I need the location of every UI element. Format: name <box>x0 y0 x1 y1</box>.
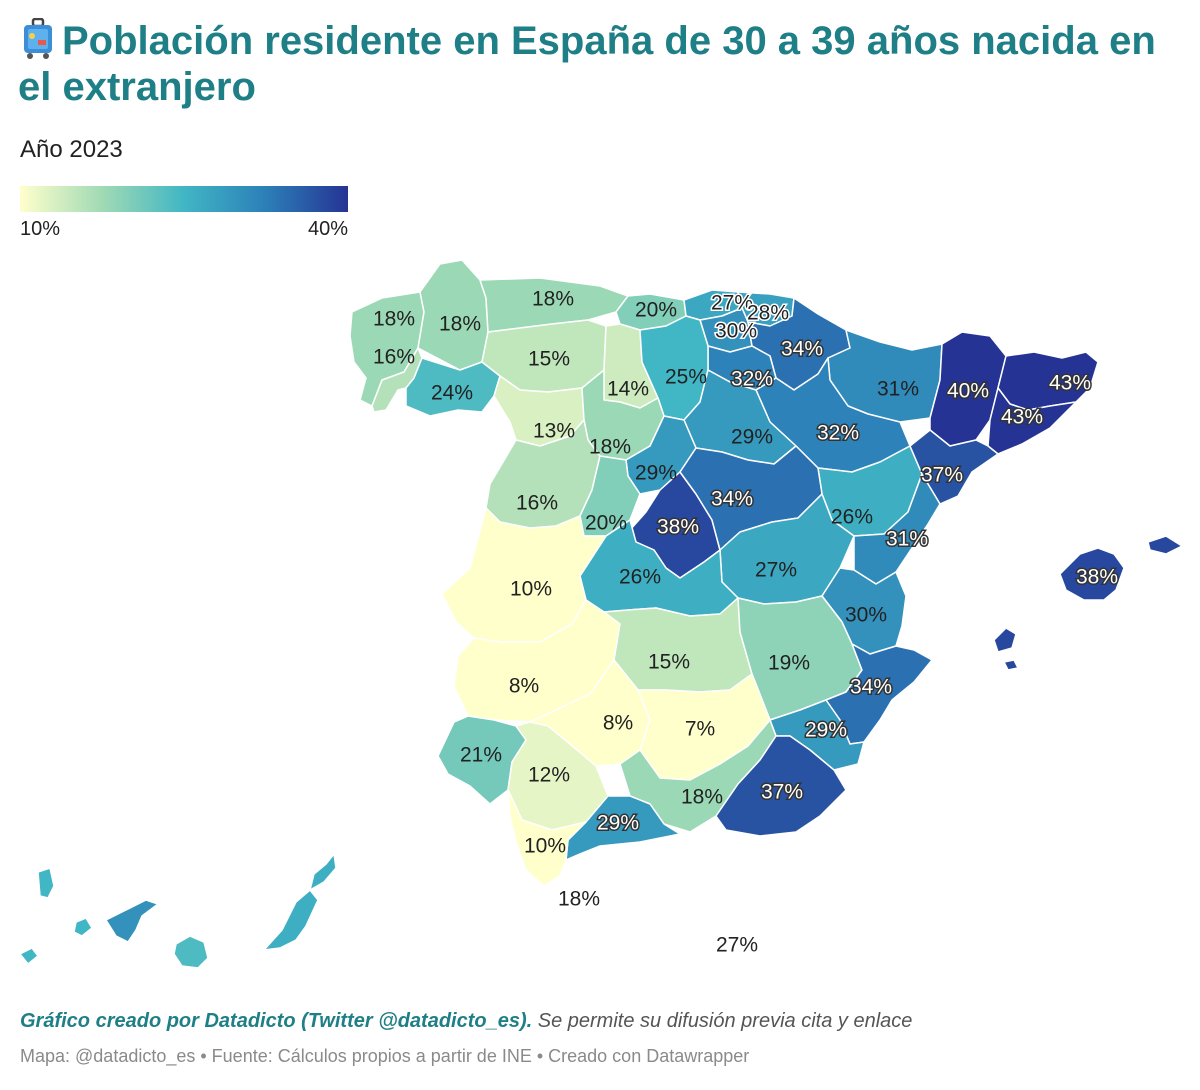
region-canarias-hierro[interactable] <box>19 947 39 965</box>
region-baleares[interactable] <box>1059 547 1125 601</box>
label-avila: 20% <box>585 512 627 535</box>
label-badajoz: 8% <box>509 675 539 698</box>
footer-credit: Gráfico creado por Datadicto (Twitter @d… <box>20 1010 912 1033</box>
region-cadiz[interactable] <box>507 789 587 887</box>
label-araba: 30% <box>715 320 757 343</box>
label-segovia: 29% <box>635 462 677 485</box>
label-cadiz: 10% <box>524 835 566 858</box>
title-text: Población residente en España de 30 a 39… <box>18 19 1156 109</box>
label-melilla: 27% <box>716 934 758 957</box>
label-baleares: 38% <box>1076 566 1118 589</box>
label-murcia: 29% <box>805 719 847 742</box>
label-castellon: 31% <box>886 528 928 551</box>
region-canarias-fuerteventura[interactable] <box>263 889 319 951</box>
label-leon: 15% <box>528 348 570 371</box>
region-canarias-gomera[interactable] <box>73 917 93 937</box>
legend-labels: 10% 40% <box>20 212 348 242</box>
region-alicante[interactable] <box>825 643 933 745</box>
chart-title: Población residente en España de 30 a 39… <box>18 18 1183 110</box>
region-canarias-lapalma[interactable] <box>37 867 55 899</box>
credit-text: Gráfico creado por Datadicto (Twitter @d… <box>20 1010 533 1032</box>
label-huesca: 31% <box>877 378 919 401</box>
label-cantabria: 20% <box>635 299 677 322</box>
label-sevilla: 12% <box>528 764 570 787</box>
region-baleares-menorca[interactable] <box>1147 535 1183 555</box>
label-gipuzkoa: 28% <box>747 302 789 325</box>
label-toledo: 26% <box>619 566 661 589</box>
footer-source: Mapa: @datadicto_es • Fuente: Cálculos p… <box>20 1046 750 1066</box>
label-albacete: 19% <box>768 652 810 675</box>
label-salamanca: 16% <box>516 492 558 515</box>
label-huelva: 21% <box>460 744 502 767</box>
label-asturias: 18% <box>532 288 574 311</box>
label-ciudad-real: 15% <box>648 651 690 674</box>
label-valladolid: 18% <box>589 436 631 459</box>
region-canarias-grancanaria[interactable] <box>173 935 209 969</box>
spain-choropleth-map: 18% 18% 16% 24% 18% 20% 27% 28% 30% 34% … <box>19 259 1183 969</box>
label-guadalajara: 34% <box>711 488 753 511</box>
label-navarra: 34% <box>781 338 823 361</box>
region-castellon[interactable] <box>853 473 941 585</box>
label-bizkaia: 27% <box>711 292 753 315</box>
region-lleida[interactable] <box>929 331 1007 447</box>
label-caceres: 10% <box>510 578 552 601</box>
label-valencia: 30% <box>845 604 887 627</box>
label-alicante: 34% <box>850 676 892 699</box>
region-baleares-formentera[interactable] <box>1003 659 1019 671</box>
label-lugo: 18% <box>439 313 481 336</box>
label-soria: 29% <box>731 426 773 449</box>
luggage-icon <box>24 18 52 59</box>
label-madrid: 38% <box>657 516 699 539</box>
label-ceuta: 18% <box>558 888 600 911</box>
label-la-rioja: 32% <box>731 368 773 391</box>
label-cordoba: 8% <box>603 712 633 735</box>
label-barcelona: 43% <box>1001 406 1043 429</box>
subtitle: Año 2023 <box>20 136 123 163</box>
label-lleida: 40% <box>947 380 989 403</box>
region-canarias-lanzarote[interactable] <box>309 853 337 891</box>
credit-note: Se permite su difusión previa cita y enl… <box>532 1010 913 1032</box>
color-legend: 10% 40% <box>20 186 348 242</box>
label-burgos: 25% <box>665 366 707 389</box>
legend-gradient <box>20 186 348 212</box>
label-palencia: 14% <box>607 378 649 401</box>
label-malaga: 29% <box>597 812 639 835</box>
region-tarragona[interactable] <box>909 429 999 505</box>
label-girona: 43% <box>1049 372 1091 395</box>
region-baleares-ibiza[interactable] <box>993 627 1017 653</box>
label-cuenca: 27% <box>755 559 797 582</box>
region-barcelona[interactable] <box>987 387 1077 455</box>
region-canarias-tenerife[interactable] <box>105 899 159 943</box>
label-granada: 18% <box>681 786 723 809</box>
label-teruel: 26% <box>831 506 873 529</box>
label-ourense: 24% <box>431 382 473 405</box>
region-almeria[interactable] <box>715 735 847 837</box>
label-zamora: 13% <box>533 420 575 443</box>
legend-max-label: 40% <box>307 218 348 240</box>
label-pontevedra: 16% <box>373 346 415 369</box>
legend-min-label: 10% <box>20 218 61 240</box>
label-a-coruna: 18% <box>373 308 415 331</box>
label-jaen: 7% <box>685 718 715 741</box>
label-tarragona: 37% <box>921 464 963 487</box>
label-zaragoza: 32% <box>817 422 859 445</box>
label-almeria: 37% <box>761 781 803 804</box>
